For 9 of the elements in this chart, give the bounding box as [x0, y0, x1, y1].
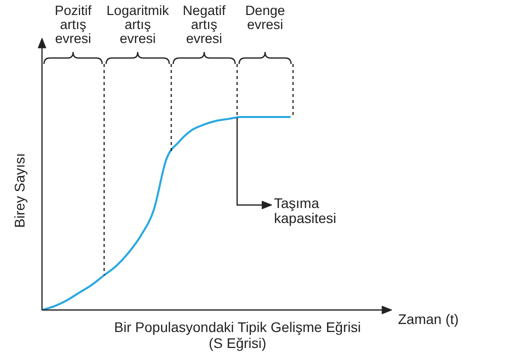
- text: Bir Populasyondaki Tipik Gelişme Eğrisi: [114, 319, 361, 335]
- text: (S Eğrisi): [208, 335, 268, 351]
- y-axis-title: Birey Sayısı: [12, 152, 28, 230]
- text: Pozitif artış evresi: [54, 3, 92, 46]
- text: Logaritmik artış evresi: [106, 3, 170, 46]
- x-axis-title: Zaman (t): [398, 311, 459, 327]
- annotation: Taşıma kapasitesi: [274, 195, 338, 226]
- text: Negatif artış evresi: [182, 3, 227, 46]
- text: Denge evresi: [244, 3, 286, 32]
